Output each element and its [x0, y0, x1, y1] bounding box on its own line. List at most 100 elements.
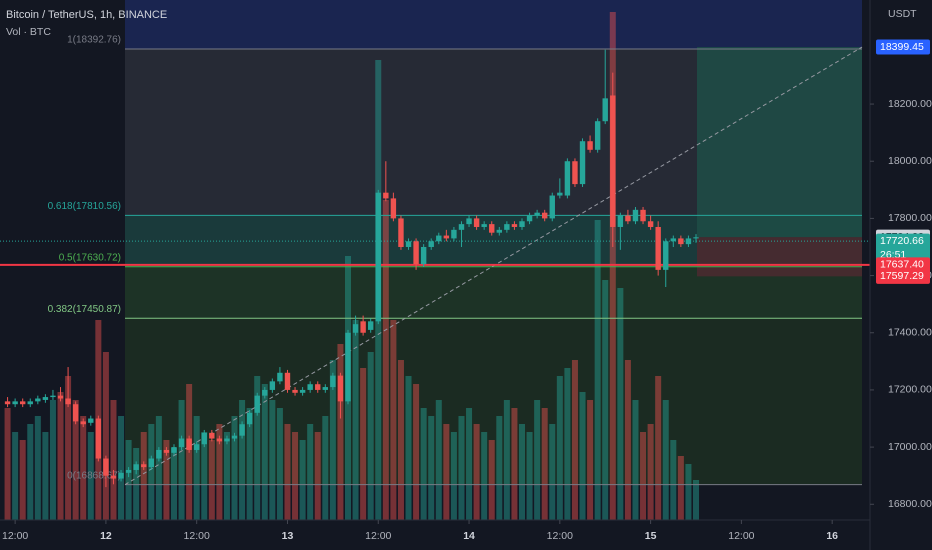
- countdown: 26:51: [880, 249, 906, 261]
- volume-bar: [390, 320, 397, 520]
- volume-bar: [57, 392, 64, 520]
- candle-body: [405, 241, 412, 247]
- volume-bar: [534, 400, 541, 520]
- fib-band: [125, 0, 862, 49]
- fib-label: 0(16868.67): [67, 470, 121, 481]
- candle-body: [95, 418, 102, 459]
- fib-label: 0.5(17630.72): [59, 252, 121, 263]
- candle-body: [42, 397, 49, 400]
- volume-bar: [299, 440, 306, 520]
- candle-body: [541, 212, 548, 219]
- axis-unit: USDT: [888, 8, 917, 20]
- volume-bar: [443, 424, 450, 520]
- volume-bar: [617, 288, 624, 520]
- volume-bar: [269, 400, 276, 520]
- volume-bar: [163, 440, 170, 520]
- candle-body: [678, 238, 684, 245]
- volume-bar: [352, 320, 359, 520]
- candle-body: [443, 235, 450, 239]
- y-tick-label: 17200.00: [888, 384, 932, 396]
- volume-bar: [413, 384, 420, 520]
- volume-bar: [360, 368, 367, 520]
- candle-body: [640, 209, 646, 222]
- candle-body: [186, 438, 192, 450]
- volume-bar: [594, 220, 601, 520]
- candle-body: [549, 195, 555, 219]
- candle-body: [511, 224, 518, 227]
- candle-body: [201, 432, 207, 445]
- volume-bar: [239, 400, 246, 520]
- candle-body: [504, 224, 510, 230]
- plot: 1(18392.76) 0.618(17810.56) 0.5(17630.72) 0…: [0, 0, 870, 520]
- x-tick-label: 13: [282, 530, 294, 542]
- volume-bar: [685, 464, 692, 520]
- volume-bar: [155, 416, 162, 520]
- x-tick-label: 12:00: [547, 530, 573, 542]
- candle-body: [27, 401, 33, 405]
- volume-bar: [677, 456, 684, 520]
- volume-bar: [125, 440, 132, 520]
- volume-bar: [12, 432, 19, 520]
- price-tag-box: [876, 268, 930, 284]
- volume-bar: [670, 440, 677, 520]
- volume-bar: [405, 376, 412, 520]
- candle-body: [254, 395, 260, 413]
- volume-bar: [655, 376, 662, 520]
- volume-bar: [178, 400, 185, 520]
- candle-body: [466, 218, 472, 225]
- volume-bar: [481, 432, 488, 520]
- candle-body: [57, 395, 64, 399]
- candle-body: [345, 332, 351, 402]
- x-tick-label: 12:00: [728, 530, 754, 542]
- candle-body: [489, 224, 495, 233]
- candle-body: [579, 141, 586, 185]
- price-tag: 17720.66 26:51: [876, 233, 930, 264]
- candle-body: [141, 464, 147, 468]
- candle-body: [209, 432, 215, 439]
- y-tick-label: 16800.00: [888, 498, 932, 510]
- candle-body: [496, 229, 503, 233]
- candle-body: [610, 95, 616, 227]
- volume-bar: [208, 440, 215, 520]
- volume-bar: [322, 416, 329, 520]
- volume-bar: [216, 424, 223, 520]
- candle-body: [420, 246, 427, 265]
- price-tag: 18399.45: [876, 39, 930, 55]
- volume-bar: [87, 432, 94, 520]
- volume-bar: [231, 416, 238, 520]
- candle-body: [163, 449, 170, 453]
- volume-bar: [133, 448, 140, 520]
- x-tick-label: 16: [826, 530, 838, 542]
- candle-body: [436, 235, 442, 242]
- candle-body: [224, 438, 230, 442]
- candle-body: [299, 389, 306, 393]
- candle-body: [322, 387, 329, 390]
- candle-body: [670, 238, 677, 242]
- volume-bar: [647, 424, 654, 520]
- candle-body: [246, 412, 253, 425]
- price-tag-label: 17597.29: [880, 270, 924, 282]
- candle-body: [572, 161, 578, 185]
- x-tick-label: 12:00: [184, 530, 210, 542]
- volume-bar: [458, 416, 465, 520]
- candle-body: [292, 389, 298, 393]
- volume-bar: [329, 360, 336, 520]
- y-tick-label: 17800.00: [888, 212, 932, 224]
- candle-body: [65, 398, 71, 405]
- volume-bar: [624, 360, 631, 520]
- candle-body: [390, 198, 397, 219]
- volume-bar: [496, 416, 503, 520]
- candle-body: [262, 389, 268, 396]
- candle-body: [594, 121, 601, 150]
- candle-body: [352, 324, 359, 333]
- volume-bar: [640, 432, 647, 520]
- fib-label: 0.382(17450.87): [48, 304, 121, 315]
- price-tag-box: [876, 39, 930, 55]
- volume-bar: [473, 424, 480, 520]
- volume-bar: [193, 416, 200, 520]
- volume-bar: [397, 360, 404, 520]
- volume-bar: [223, 432, 230, 520]
- candle-body: [307, 384, 313, 390]
- volume-bar: [49, 400, 56, 520]
